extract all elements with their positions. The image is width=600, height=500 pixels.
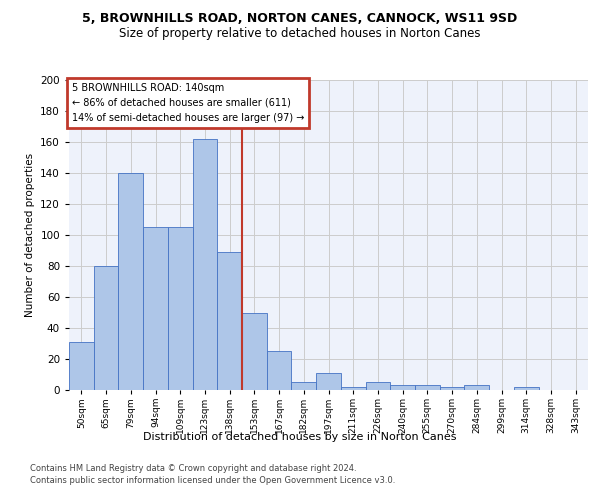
- Bar: [118, 173, 143, 390]
- Bar: [94, 266, 118, 390]
- Text: Contains public sector information licensed under the Open Government Licence v3: Contains public sector information licen…: [30, 476, 395, 485]
- Text: Contains HM Land Registry data © Crown copyright and database right 2024.: Contains HM Land Registry data © Crown c…: [30, 464, 356, 473]
- Text: 5, BROWNHILLS ROAD, NORTON CANES, CANNOCK, WS11 9SD: 5, BROWNHILLS ROAD, NORTON CANES, CANNOC…: [82, 12, 518, 26]
- Bar: [193, 139, 217, 390]
- Bar: [217, 252, 242, 390]
- Bar: [242, 312, 267, 390]
- Y-axis label: Number of detached properties: Number of detached properties: [25, 153, 35, 317]
- Bar: [390, 386, 415, 390]
- Bar: [292, 382, 316, 390]
- Bar: [69, 342, 94, 390]
- Bar: [440, 387, 464, 390]
- Bar: [267, 351, 292, 390]
- Bar: [365, 382, 390, 390]
- Bar: [143, 227, 168, 390]
- Bar: [168, 227, 193, 390]
- Bar: [415, 386, 440, 390]
- Text: Size of property relative to detached houses in Norton Canes: Size of property relative to detached ho…: [119, 28, 481, 40]
- Text: 5 BROWNHILLS ROAD: 140sqm
← 86% of detached houses are smaller (611)
14% of semi: 5 BROWNHILLS ROAD: 140sqm ← 86% of detac…: [71, 83, 304, 122]
- Bar: [316, 373, 341, 390]
- Bar: [464, 386, 489, 390]
- Bar: [514, 387, 539, 390]
- Text: Distribution of detached houses by size in Norton Canes: Distribution of detached houses by size …: [143, 432, 457, 442]
- Bar: [341, 387, 365, 390]
